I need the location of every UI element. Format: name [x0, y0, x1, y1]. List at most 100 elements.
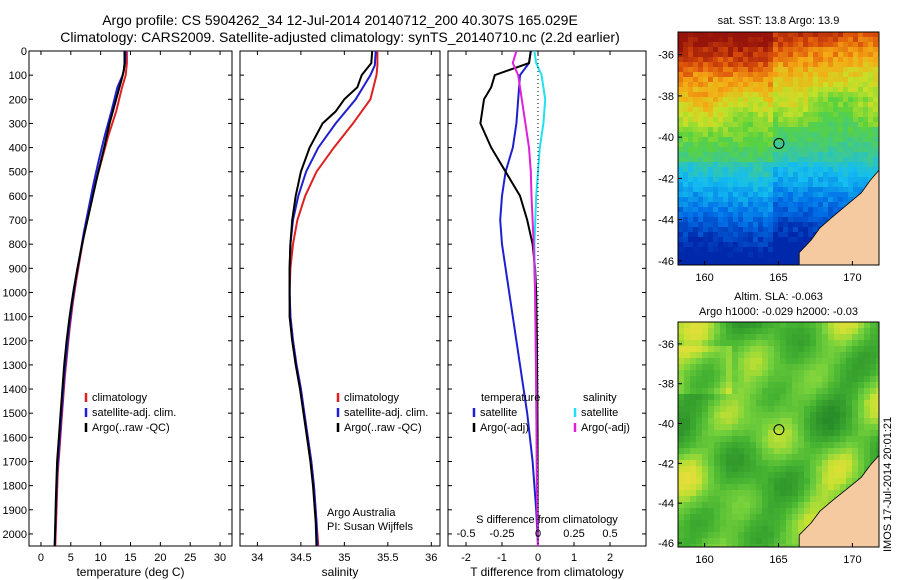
map-cell: [792, 334, 799, 341]
map-cell: [714, 346, 721, 353]
map-cell: [843, 102, 849, 108]
map-cell: [693, 122, 699, 128]
map-cell: [840, 364, 847, 371]
map-cell: [873, 32, 879, 38]
map-cell: [804, 370, 811, 377]
map-cell: [678, 117, 684, 123]
map-cell: [678, 252, 684, 258]
map-cell: [683, 107, 689, 113]
map-cell: [763, 162, 769, 168]
map-cell: [804, 412, 811, 419]
map-cell: [693, 237, 699, 243]
map-cell: [792, 544, 799, 547]
map-cell: [852, 472, 859, 479]
map-cell: [798, 340, 805, 347]
map-cell: [783, 187, 789, 193]
map-cell: [762, 460, 769, 467]
map-cell: [773, 32, 779, 38]
map-cell: [744, 538, 751, 545]
map-cell: [808, 107, 814, 113]
map-cell: [708, 127, 714, 133]
map-cell: [798, 72, 804, 78]
map-cell: [720, 400, 727, 407]
map-cell: [728, 242, 734, 248]
map-cell: [696, 478, 703, 485]
map-cell: [738, 87, 744, 93]
map-cell: [818, 87, 824, 93]
map-cell: [750, 538, 757, 545]
map-cell: [838, 62, 844, 68]
map-cell: [822, 340, 829, 347]
map-cell: [714, 520, 721, 527]
map-cell: [743, 197, 749, 203]
map-cell: [690, 418, 697, 425]
map-cell: [753, 242, 759, 248]
map-cell: [762, 436, 769, 443]
map-cell: [783, 87, 789, 93]
map-cell: [732, 508, 739, 515]
map-cell: [823, 197, 829, 203]
map-cell: [798, 127, 804, 133]
map-cell: [793, 237, 799, 243]
map-cell: [714, 466, 721, 473]
map-cell: [748, 177, 754, 183]
map-cell: [698, 217, 704, 223]
map-cell: [858, 454, 865, 461]
map-cell: [762, 412, 769, 419]
map-cell: [762, 526, 769, 533]
map-cell: [690, 376, 697, 383]
map-cell: [763, 227, 769, 233]
map-cell: [726, 424, 733, 431]
map-cell: [848, 182, 854, 188]
map-cell: [738, 514, 745, 521]
map-cell: [698, 62, 704, 68]
map-cell: [684, 520, 691, 527]
map-cell: [744, 454, 751, 461]
map-cell: [768, 370, 775, 377]
map-cell: [726, 442, 733, 449]
map-cell: [774, 466, 781, 473]
map-cell: [863, 112, 869, 118]
map-cell: [773, 262, 779, 265]
map-cell: [780, 322, 787, 329]
map-cell: [870, 334, 877, 341]
map-cell: [698, 117, 704, 123]
map-cell: [863, 177, 869, 183]
map-cell: [702, 496, 709, 503]
map-cell: [828, 334, 835, 341]
map-cell: [774, 418, 781, 425]
map-cell: [853, 147, 859, 153]
map-cell: [708, 328, 715, 335]
map-cell: [828, 400, 835, 407]
map-cell: [822, 442, 829, 449]
sst-map: 160 165 170-36-38-40-42-44-46: [658, 31, 880, 284]
map-cell: [708, 508, 715, 515]
map-cell: [684, 436, 691, 443]
map-cell: [803, 32, 809, 38]
map-cell: [793, 207, 799, 213]
map-cell: [778, 32, 784, 38]
map-cell: [823, 52, 829, 58]
map-cell: [792, 376, 799, 383]
map-cell: [818, 182, 824, 188]
map-cell: [858, 62, 864, 68]
map-cell: [763, 197, 769, 203]
timestamp-text: IMOS 17-Jul-2014 20:01:21: [882, 416, 894, 552]
map-cell: [778, 182, 784, 188]
map-cell: [852, 370, 859, 377]
map-cell: [690, 442, 697, 449]
map-cell: [833, 62, 839, 68]
map-cell: [868, 52, 874, 58]
map-cell: [683, 142, 689, 148]
map-cell: [813, 52, 819, 58]
map-cell: [788, 57, 794, 63]
map-cell: [858, 127, 864, 133]
map-cell: [708, 112, 714, 118]
map-cell: [708, 92, 714, 98]
map-cell: [678, 242, 684, 248]
map-cell: [808, 112, 814, 118]
map-cell: [743, 242, 749, 248]
map-cell: [868, 87, 874, 93]
map-cell: [678, 212, 684, 218]
map-cell: [688, 57, 694, 63]
